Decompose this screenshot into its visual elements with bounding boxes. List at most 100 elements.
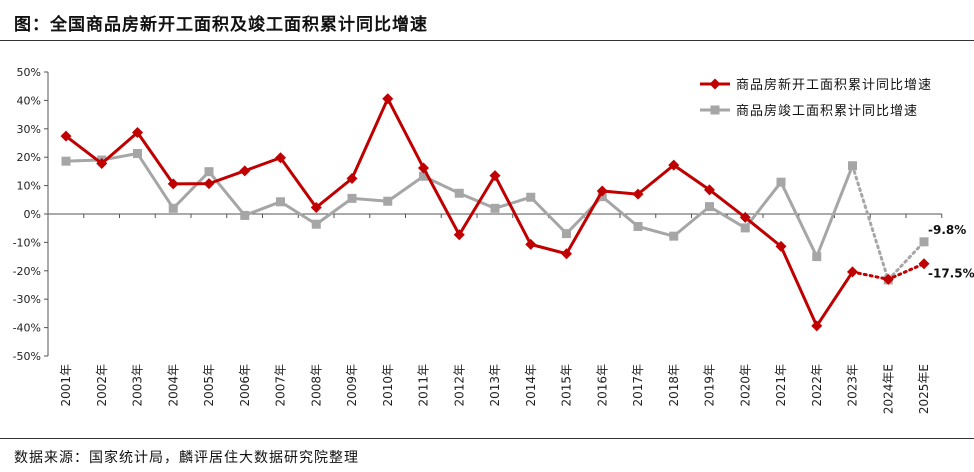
data-point-square <box>133 149 142 159</box>
x-tick-label: 2023年 <box>846 364 860 407</box>
data-point-diamond <box>489 170 501 182</box>
data-point-diamond <box>453 229 465 241</box>
data-point-diamond <box>418 162 429 174</box>
x-tick-label: 2022年 <box>810 364 824 407</box>
data-point-diamond <box>596 185 608 197</box>
data-point-square <box>812 252 822 262</box>
data-point-diamond <box>60 130 72 142</box>
x-tick-label: 2008年 <box>309 364 323 407</box>
series-layer: -9.8% -17.5% <box>60 93 974 332</box>
series-forecast-line <box>851 164 926 283</box>
end-value-label: -9.8% <box>928 223 966 237</box>
data-point-square <box>61 156 71 166</box>
y-tick-label: 20% <box>17 151 41 164</box>
data-point-square <box>490 203 500 213</box>
data-point-square <box>311 219 321 229</box>
data-point-square <box>240 210 250 220</box>
data-point-square <box>347 193 357 203</box>
data-point-diamond <box>525 238 537 250</box>
data-point-diamond <box>847 266 858 278</box>
data-point-diamond <box>811 320 823 332</box>
data-point-diamond <box>709 78 721 90</box>
data-point-square <box>562 229 571 239</box>
data-point-square <box>383 196 393 206</box>
x-tick-label: 2001年 <box>59 364 73 407</box>
x-tick-label: 2009年 <box>345 364 359 407</box>
data-point-diamond <box>132 126 143 138</box>
y-tick-label: 30% <box>17 123 41 136</box>
y-tick-label: 40% <box>17 94 41 107</box>
data-point-diamond <box>310 201 322 213</box>
y-tick-label: -50% <box>13 350 41 363</box>
data-point-square <box>633 221 643 231</box>
series-new-construction: -17.5% <box>60 93 974 332</box>
data-point-diamond <box>382 93 394 105</box>
data-point-square <box>276 197 285 207</box>
page-title: 图：全国商品房新开工面积及竣工面积累计同比增速 <box>14 15 428 35</box>
x-tick-label: 2010年 <box>381 364 395 407</box>
data-point-diamond <box>882 273 894 285</box>
x-tick-label: 2019年 <box>703 364 717 407</box>
y-tick-label: -10% <box>13 236 41 249</box>
series-completion: -9.8% <box>61 149 966 285</box>
source-note: 数据来源：国家统计局，麟评居住大数据研究院整理 <box>14 450 359 466</box>
y-tick-label: -20% <box>13 265 41 278</box>
top-divider <box>0 40 974 41</box>
data-point-square <box>919 237 929 247</box>
x-tick-label: 2003年 <box>131 364 145 407</box>
data-point-square <box>710 105 720 115</box>
y-tick-label: 0% <box>24 208 41 221</box>
end-value-label: -17.5% <box>928 267 974 281</box>
x-tick-label: 2016年 <box>595 364 609 407</box>
x-tick-label: 2007年 <box>274 364 288 407</box>
y-tick-label: -30% <box>13 293 41 306</box>
x-tick-label: 2025年E <box>917 364 931 414</box>
series-line <box>65 152 854 259</box>
data-point-square <box>669 231 679 241</box>
data-point-square <box>526 192 536 202</box>
data-point-square <box>454 188 464 198</box>
x-tick-label: 2012年 <box>452 364 466 407</box>
data-point-diamond <box>239 165 251 177</box>
x-tick-label: 2006年 <box>238 364 252 407</box>
data-point-diamond <box>739 211 751 223</box>
y-tick-label: 50% <box>17 66 41 79</box>
data-point-diamond <box>275 152 286 164</box>
data-point-square <box>705 202 714 212</box>
data-point-square <box>204 167 214 177</box>
y-tick-label: 10% <box>17 180 41 193</box>
data-point-diamond <box>918 258 930 270</box>
legend-label: 商品房竣工面积累计同比增速 <box>736 103 918 119</box>
data-point-diamond <box>775 240 787 252</box>
x-tick-label: 2011年 <box>417 364 431 407</box>
x-tick-label: 2018年 <box>667 364 681 407</box>
data-point-diamond <box>668 159 680 171</box>
axes: 50% 40% 30% 20% 10% 0% -10% -20% -30% -40% -50% 200… <box>13 66 943 414</box>
data-point-diamond <box>632 188 644 200</box>
x-tick-label: 2020年 <box>738 364 752 407</box>
x-tick-label: 2013年 <box>488 364 502 407</box>
data-point-diamond <box>203 178 215 190</box>
x-tick-label: 2002年 <box>95 364 109 407</box>
y-tick-label: -40% <box>13 322 41 335</box>
x-tick-label: 2015年 <box>560 364 574 407</box>
data-point-square <box>597 192 607 202</box>
data-point-diamond <box>561 248 572 260</box>
data-point-diamond <box>704 184 715 196</box>
data-point-square <box>776 177 786 187</box>
data-point-diamond <box>167 178 179 190</box>
bottom-divider <box>0 438 974 439</box>
x-tick-label: 2004年 <box>166 364 180 407</box>
data-point-square <box>168 203 178 213</box>
series-line <box>65 97 854 328</box>
x-tick-label: 2014年 <box>524 364 538 407</box>
data-point-square <box>419 171 428 181</box>
data-point-diamond <box>346 173 358 184</box>
x-tick-label: 2024年E <box>881 364 895 414</box>
x-tick-label: 2005年 <box>202 364 216 407</box>
x-tick-label: 2017年 <box>631 364 645 407</box>
legend-label: 商品房新开工面积累计同比增速 <box>736 77 932 93</box>
data-point-diamond <box>96 157 108 169</box>
